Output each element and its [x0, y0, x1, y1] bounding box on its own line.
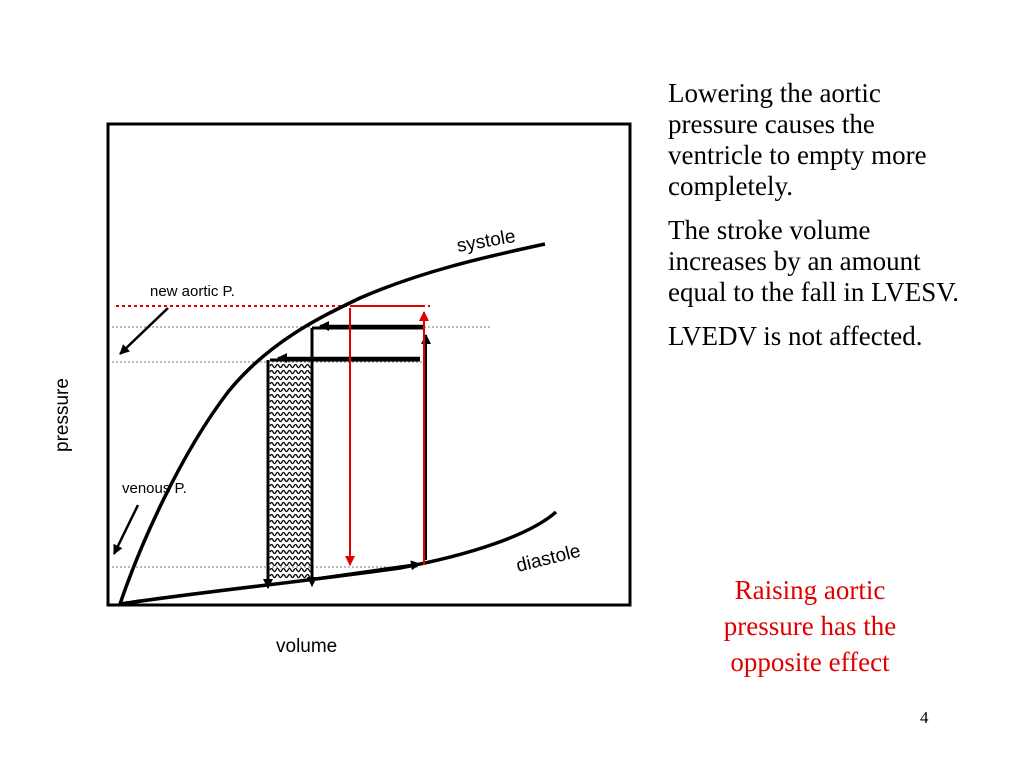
explanation-notes: Lowering the aortic pressure causes the … — [668, 78, 968, 365]
slide-number: 4 — [920, 708, 929, 727]
raising-pressure-note: Raising aortic pressure has the opposite… — [723, 575, 897, 677]
note-lowering-pressure: Lowering the aortic pressure causes the … — [668, 78, 927, 201]
y-axis-label: pressure — [52, 378, 73, 452]
venous-label: venous P. — [122, 480, 187, 497]
venous-pointer-arrow — [112, 504, 140, 555]
stroke-volume-increase-region — [266, 326, 424, 585]
new-aortic-label: new aortic P. — [150, 283, 235, 300]
plot-frame — [106, 122, 632, 607]
diastole-label: diastole — [514, 541, 583, 577]
diastole-curve — [119, 510, 558, 606]
filling-arrow — [299, 560, 421, 583]
note-lvedv: LVEDV is not affected. — [668, 321, 923, 351]
x-axis-label: volume — [276, 636, 337, 657]
note-stroke-volume: The stroke volume increases by an amount… — [668, 215, 959, 307]
new-aortic-pointer-arrow — [119, 307, 169, 355]
systole-curve — [118, 242, 546, 605]
